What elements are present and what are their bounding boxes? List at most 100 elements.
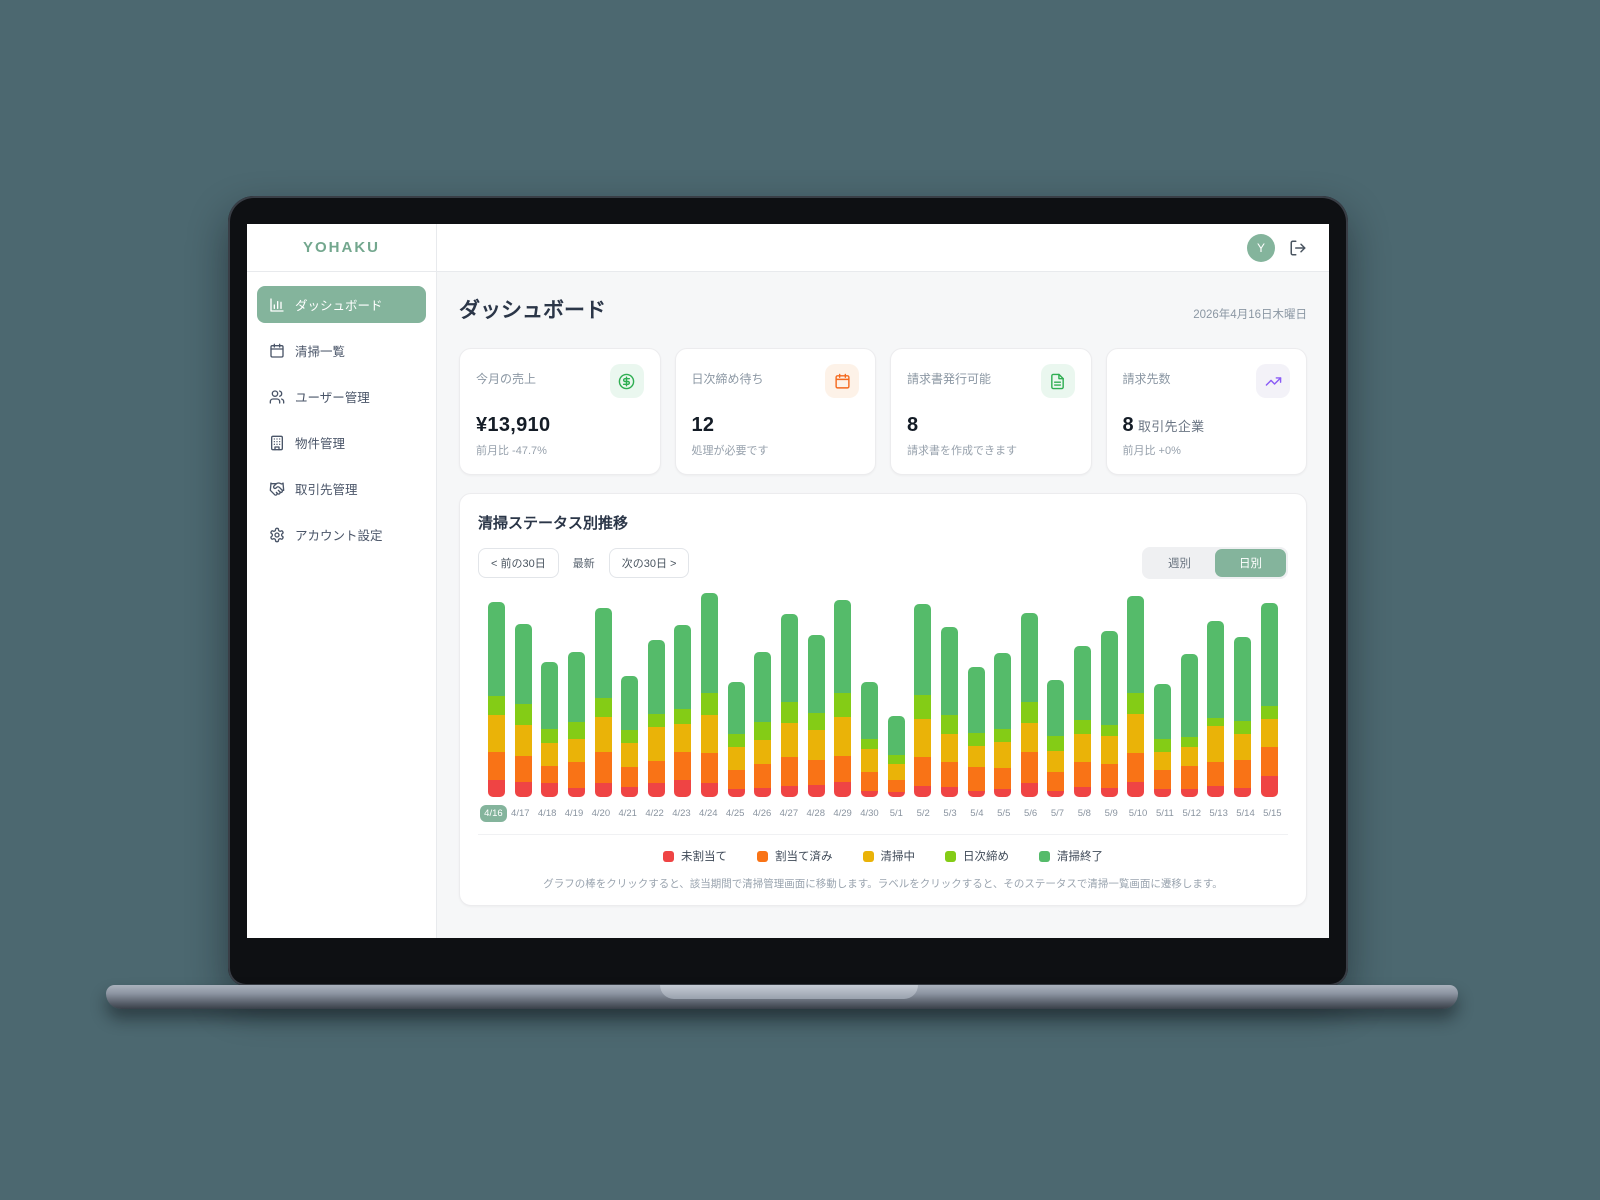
x-axis-label: 5/2 xyxy=(916,808,930,819)
chart-bar[interactable] xyxy=(781,613,799,797)
latest-button[interactable]: 最新 xyxy=(569,549,599,577)
chart-bar[interactable] xyxy=(1127,596,1145,797)
chart-bar[interactable] xyxy=(1074,646,1092,797)
chart-bar[interactable] xyxy=(860,681,878,797)
chart-bar[interactable] xyxy=(727,681,745,797)
sidebar-item[interactable]: ダッシュボード xyxy=(257,286,426,323)
toggle-daily[interactable]: 日別 xyxy=(1215,549,1286,577)
bar-segment xyxy=(887,763,905,781)
avatar[interactable]: Y xyxy=(1247,233,1275,262)
bar-segment xyxy=(488,696,505,715)
chart-bar[interactable] xyxy=(1180,654,1198,797)
chart-bar[interactable] xyxy=(1020,612,1038,797)
x-axis-label: 4/24 xyxy=(699,808,718,819)
chart-bar[interactable] xyxy=(1233,636,1251,797)
chart-bar[interactable] xyxy=(1154,683,1172,797)
topbar: Y xyxy=(437,224,1329,272)
bar-segment xyxy=(567,722,585,739)
chart-bar[interactable] xyxy=(807,634,825,797)
bar-segment xyxy=(1100,725,1118,736)
legend-item[interactable]: 清掃終了 xyxy=(1039,848,1103,864)
chart-bar[interactable] xyxy=(994,653,1012,797)
bar-segment xyxy=(967,666,985,733)
bar-segment xyxy=(781,723,799,758)
bar-segment xyxy=(1233,636,1251,722)
sidebar-item[interactable]: 清掃一覧 xyxy=(257,332,426,369)
legend-item[interactable]: 清掃中 xyxy=(862,848,915,864)
bar-segment xyxy=(1207,785,1225,797)
chart-bar[interactable] xyxy=(647,639,665,797)
bar-segment xyxy=(1047,680,1065,736)
bar-segment xyxy=(594,716,612,753)
chart-bar[interactable] xyxy=(701,593,719,797)
stat-value: 12 xyxy=(691,414,715,436)
bar-segment xyxy=(860,790,878,797)
bar-segment xyxy=(781,613,799,703)
chart-bar[interactable] xyxy=(1207,621,1225,797)
bar-segment xyxy=(887,780,905,792)
handshake-icon xyxy=(269,481,285,497)
bar-segment xyxy=(1180,736,1198,748)
chart-bar[interactable] xyxy=(887,715,905,797)
chart-bar[interactable] xyxy=(621,676,639,797)
chart-bar[interactable] xyxy=(594,607,612,797)
chart-bar[interactable] xyxy=(1100,630,1118,797)
bar-segment xyxy=(1233,787,1251,797)
bar-segment xyxy=(567,652,585,723)
x-axis-label: 5/9 xyxy=(1104,808,1118,819)
chart-bar[interactable] xyxy=(967,666,985,797)
bar-segment xyxy=(621,742,639,767)
logout-icon[interactable] xyxy=(1289,239,1307,257)
bar-segment xyxy=(1154,788,1172,797)
brand-logo: YOHAKU xyxy=(247,224,436,272)
bar-segment xyxy=(1154,769,1172,789)
chart-bar[interactable] xyxy=(541,661,559,797)
x-axis-label: 5/3 xyxy=(943,808,957,819)
chart-bar[interactable] xyxy=(488,602,505,797)
sidebar-item[interactable]: ユーザー管理 xyxy=(257,378,426,415)
stat-card-top: 日次締め待ち xyxy=(692,364,859,398)
next-30days-button[interactable]: 次の30日 > xyxy=(608,548,690,578)
legend-item[interactable]: 未割当て xyxy=(663,848,727,864)
bar-segment xyxy=(514,782,532,797)
x-axis-label: 5/15 xyxy=(1263,808,1282,819)
chart-bar[interactable] xyxy=(514,624,532,797)
chart-note: グラフの棒をクリックすると、該当期間で清掃管理画面に移動します。ラベルをクリック… xyxy=(543,878,1223,890)
legend-item[interactable]: 割当て済み xyxy=(757,848,833,864)
bar-segment xyxy=(647,713,665,728)
legend-item[interactable]: 日次締め xyxy=(945,848,1009,864)
x-axis-label: 4/27 xyxy=(779,808,799,819)
sidebar-item-label: ダッシュボード xyxy=(295,299,383,313)
bar-segment xyxy=(887,715,905,756)
chart-bar[interactable] xyxy=(940,627,958,797)
stat-label: 請求先数 xyxy=(1122,372,1171,386)
stat-card: 今月の売上 ¥13,910 前月比 -47.7% xyxy=(459,348,661,475)
chart-bar[interactable] xyxy=(567,652,585,797)
chart-bar[interactable] xyxy=(914,604,932,797)
bar-segment xyxy=(940,733,958,762)
bar-segment xyxy=(1074,646,1092,720)
chart-bar[interactable] xyxy=(754,652,772,797)
chart-bar[interactable] xyxy=(1260,603,1278,797)
bar-segment xyxy=(541,765,559,784)
sidebar-item[interactable]: アカウント設定 xyxy=(257,516,426,553)
chart-bar[interactable] xyxy=(674,625,692,797)
toggle-weekly[interactable]: 週別 xyxy=(1168,558,1191,570)
mode-toggle: 週別 日別 xyxy=(1142,547,1288,579)
prev-30days-button[interactable]: < 前の30日 xyxy=(478,548,559,578)
sidebar-item[interactable]: 取引先管理 xyxy=(257,470,426,507)
x-axis-label: 4/17 xyxy=(511,808,530,819)
x-axis-label: 5/4 xyxy=(970,808,984,819)
bar-segment xyxy=(674,780,692,797)
sidebar-item[interactable]: 物件管理 xyxy=(257,424,426,461)
chart-bar[interactable] xyxy=(834,600,852,797)
trending-up-icon xyxy=(1256,364,1290,398)
dashboard-content: ダッシュボード 2026年4月16日木曜日 今月の売上 ¥13,910 前月比 … xyxy=(437,272,1329,938)
bar-segment xyxy=(807,759,825,785)
bar-segment xyxy=(860,749,878,773)
bar-segment xyxy=(541,783,559,797)
stat-card-top: 請求書発行可能 xyxy=(907,364,1075,398)
bar-segment xyxy=(1154,752,1172,770)
chart-bar[interactable] xyxy=(1047,680,1065,797)
